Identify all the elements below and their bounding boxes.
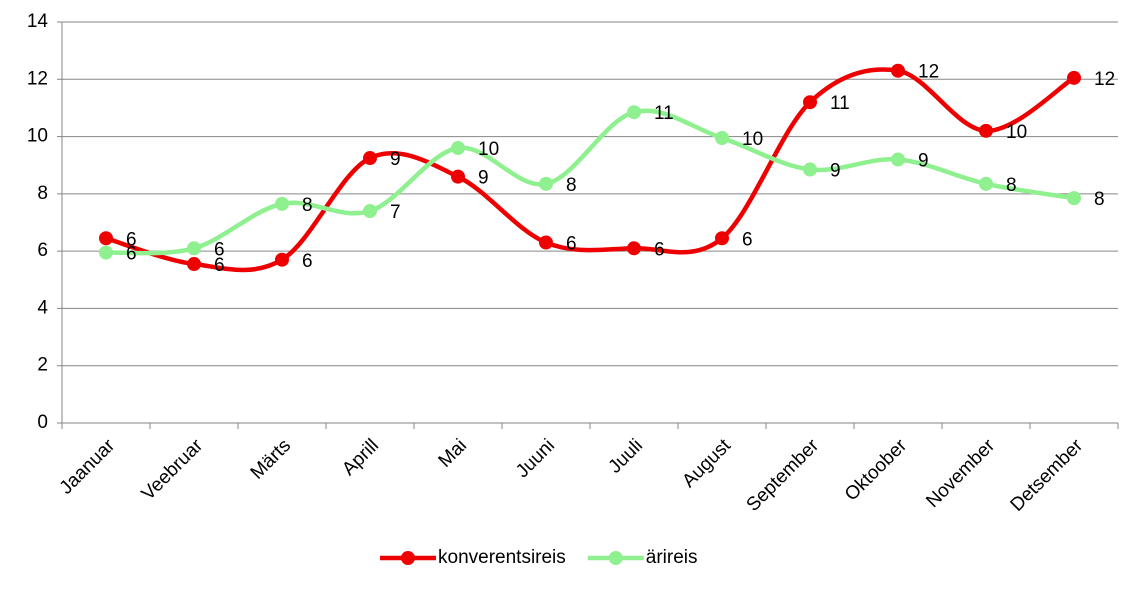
point bbox=[363, 151, 377, 166]
x-tick-label: Märts bbox=[247, 435, 295, 483]
point bbox=[187, 257, 201, 272]
point bbox=[275, 252, 289, 267]
data-label: 9 bbox=[918, 151, 929, 172]
point bbox=[627, 105, 641, 120]
point bbox=[803, 162, 817, 177]
data-label: 9 bbox=[478, 168, 489, 189]
x-tick-label: Mai bbox=[435, 435, 472, 472]
legend-label: konverentsireis bbox=[438, 547, 566, 568]
data-label: 8 bbox=[566, 175, 577, 196]
point bbox=[539, 176, 553, 191]
data-label: 10 bbox=[1006, 122, 1027, 143]
data-label: 10 bbox=[478, 139, 499, 160]
data-label: 8 bbox=[302, 195, 313, 216]
series-line bbox=[105, 108, 1075, 256]
data-label: 11 bbox=[830, 93, 850, 114]
point bbox=[275, 196, 289, 211]
x-tick-label: Oktoober bbox=[841, 435, 912, 506]
data-label: 11 bbox=[654, 103, 674, 124]
legend: konverentsireis ärireis bbox=[380, 547, 698, 568]
series-line bbox=[105, 67, 1076, 273]
y-tick-label: 0 bbox=[37, 412, 48, 433]
point bbox=[715, 131, 729, 146]
legend-marker bbox=[608, 551, 623, 565]
point bbox=[1067, 70, 1081, 85]
data-label: 7 bbox=[390, 202, 401, 223]
point bbox=[715, 231, 729, 246]
point bbox=[451, 141, 465, 156]
data-label: 10 bbox=[742, 129, 763, 150]
point bbox=[539, 235, 553, 250]
point bbox=[99, 245, 113, 260]
x-tick-label: Aprill bbox=[338, 435, 383, 480]
x-tick-label: Detsember bbox=[1007, 435, 1088, 516]
point bbox=[979, 123, 993, 138]
legend-marker bbox=[401, 551, 415, 565]
point bbox=[627, 241, 641, 256]
x-tick-label: November bbox=[922, 435, 999, 512]
data-label: 6 bbox=[302, 251, 313, 272]
x-tick-label: September bbox=[743, 435, 824, 516]
y-tick-label: 10 bbox=[27, 126, 48, 147]
y-tick-label: 6 bbox=[37, 240, 48, 261]
x-tick-label: Jaanuar bbox=[56, 435, 120, 499]
point bbox=[1067, 191, 1081, 206]
x-tick-label: Juuni bbox=[512, 435, 559, 482]
data-label: 6 bbox=[214, 255, 225, 276]
y-tick-label: 12 bbox=[27, 68, 48, 89]
point bbox=[979, 176, 993, 191]
point bbox=[99, 231, 113, 246]
point bbox=[803, 95, 817, 110]
x-tick-label: August bbox=[678, 435, 735, 492]
data-label: 12 bbox=[1094, 69, 1115, 90]
y-tick-label: 14 bbox=[27, 11, 49, 32]
data-label: 9 bbox=[390, 149, 401, 170]
data-label: 8 bbox=[1094, 189, 1105, 210]
data-label: 6 bbox=[742, 229, 753, 250]
data-label: 6 bbox=[126, 244, 137, 265]
point bbox=[187, 241, 201, 256]
data-label: 6 bbox=[654, 239, 665, 260]
legend-label: ärireis bbox=[646, 547, 698, 568]
y-tick-label: 4 bbox=[37, 297, 48, 318]
point bbox=[451, 169, 465, 184]
data-label: 6 bbox=[566, 234, 577, 255]
point bbox=[891, 63, 905, 78]
y-tick-label: 8 bbox=[37, 183, 48, 204]
data-label: 9 bbox=[830, 161, 841, 182]
x-tick-label: Juuli bbox=[605, 435, 647, 477]
data-label: 8 bbox=[1006, 175, 1017, 196]
data-label: 6 bbox=[214, 239, 225, 260]
data-label: 6 bbox=[126, 229, 137, 250]
point bbox=[363, 204, 377, 219]
y-tick-label: 2 bbox=[37, 355, 48, 376]
data-label: 12 bbox=[918, 62, 939, 83]
point bbox=[891, 152, 905, 167]
x-tick-label: Veebruar bbox=[138, 435, 208, 505]
